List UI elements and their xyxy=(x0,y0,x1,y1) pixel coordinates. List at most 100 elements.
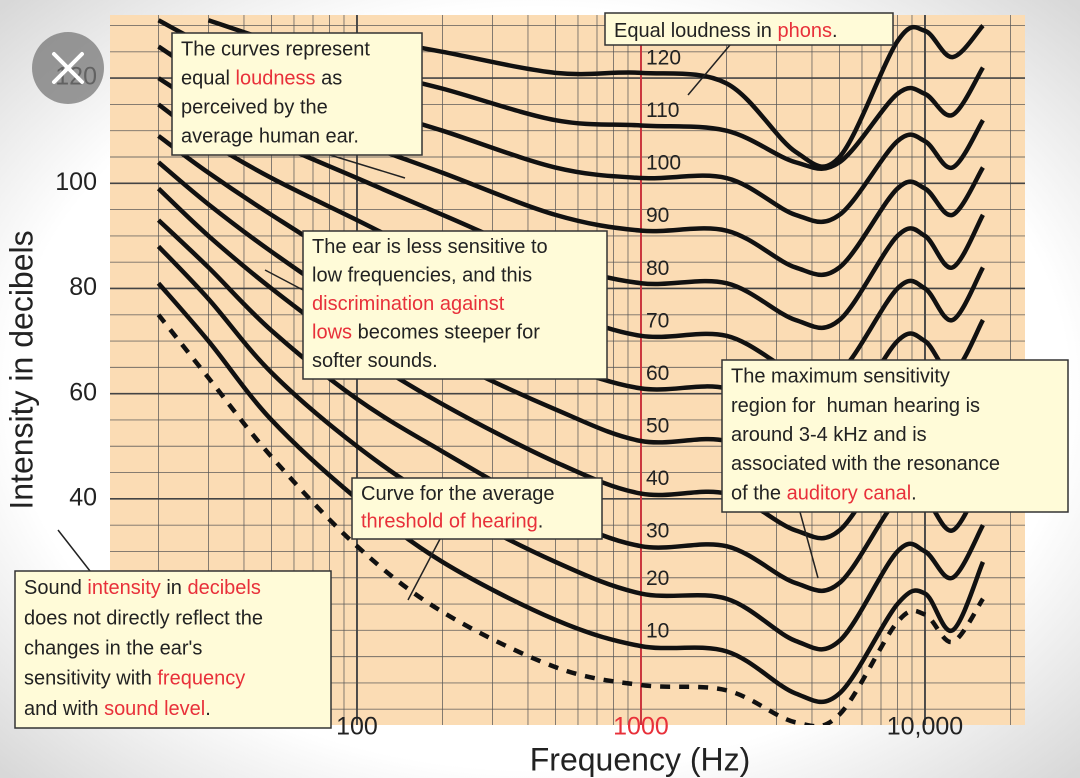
x-tick-label: 1000 xyxy=(613,713,669,741)
callout-text: The maximum sensitivity xyxy=(731,366,950,388)
callout-run: low frequencies, and this xyxy=(312,265,532,287)
callout-run: . xyxy=(205,698,211,720)
callout-run: sound level xyxy=(104,698,205,720)
loudness-curve xyxy=(356,23,985,169)
callout-run: lows xyxy=(312,322,352,344)
callout: Equal loudness in phons. xyxy=(604,12,894,96)
callout: Sound intensity in decibels does not dire… xyxy=(14,529,332,729)
callout-text: Sound intensity in decibels xyxy=(24,577,261,599)
x-tick-label: 100 xyxy=(336,713,378,741)
callout-run: perceived by the xyxy=(181,97,328,119)
y-tick-label: 40 xyxy=(69,483,97,511)
callout-box xyxy=(604,12,894,46)
callout-run: softer sounds. xyxy=(312,350,438,372)
callout-run: becomes steeper for xyxy=(352,322,540,344)
callout-text: Equal loudness in phons. xyxy=(614,20,838,42)
curve-label: 110 xyxy=(646,99,679,122)
callout-arrow xyxy=(407,538,441,601)
callout-run: . xyxy=(832,20,838,42)
callout-run: frequency xyxy=(157,668,245,690)
close-button[interactable] xyxy=(32,32,104,104)
callout-text: softer sounds. xyxy=(312,350,438,372)
callout-arrow xyxy=(687,44,731,96)
callout-text: sensitivity with frequency xyxy=(24,668,245,690)
callout-run: in xyxy=(161,577,188,599)
callout-box xyxy=(14,570,332,729)
callout-run: Equal loudness in xyxy=(614,20,777,42)
callout-box xyxy=(171,32,423,156)
callout-run: of the xyxy=(731,483,787,505)
annotations: The curves represent equal loudness as per… xyxy=(14,12,1069,729)
y-tick-label: 100 xyxy=(55,168,97,196)
callout-text: equal loudness as xyxy=(181,68,342,90)
callout-text: and with sound level. xyxy=(24,698,211,720)
callout-text: of the auditory canal. xyxy=(731,483,917,505)
callout-box xyxy=(351,477,603,540)
loudness-curve xyxy=(156,244,985,652)
x-axis-label: Frequency (Hz) xyxy=(530,741,751,777)
callout-run: phons xyxy=(777,20,832,42)
callout-run: as xyxy=(316,68,343,90)
callout-run: . xyxy=(538,511,544,533)
callout-run: threshold of hearing xyxy=(361,511,538,533)
callout-text: Curve for the average xyxy=(361,483,554,505)
curve-label: 30 xyxy=(646,520,669,543)
callout-text: around 3-4 kHz and is xyxy=(731,424,927,446)
curve-label: 40 xyxy=(646,467,669,490)
curve-label: 50 xyxy=(646,415,669,438)
curve-label: 20 xyxy=(646,567,669,590)
callout-arrow xyxy=(329,154,406,179)
callout-run: Curve for the average xyxy=(361,483,554,505)
curve-label: 90 xyxy=(646,204,669,227)
callout-text: The curves represent xyxy=(181,39,370,61)
callout-run: region for human hearing is xyxy=(731,395,980,417)
callout-run: The ear is less sensitive to xyxy=(312,236,548,258)
callout-box xyxy=(721,359,1069,513)
callout-run: decibels xyxy=(187,577,260,599)
curve-label: 60 xyxy=(646,362,669,385)
callout-run: equal xyxy=(181,68,236,90)
y-tick-label: 80 xyxy=(69,273,97,301)
callout-run: average human ear. xyxy=(181,126,359,148)
callout-run: auditory canal xyxy=(787,483,912,505)
callout-run: The curves represent xyxy=(181,39,370,61)
callout-text: does not directly reflect the xyxy=(24,608,263,630)
callout-text: region for human hearing is xyxy=(731,395,980,417)
callout-run: . xyxy=(911,483,917,505)
callout-text: associated with the resonance xyxy=(731,453,1000,475)
curve-label: 80 xyxy=(646,257,669,280)
callout-run: does not directly reflect the xyxy=(24,608,263,630)
callout-text: threshold of hearing. xyxy=(361,511,543,533)
callout-run: changes in the ear's xyxy=(24,638,202,660)
callout-arrow xyxy=(264,269,304,291)
callout-text: perceived by the xyxy=(181,97,328,119)
callout: The curves represent equal loudness as per… xyxy=(171,32,423,179)
callout: The ear is less sensitive to low frequenc… xyxy=(264,230,608,380)
callout-text: lows becomes steeper for xyxy=(312,322,540,344)
callout-arrow xyxy=(799,511,819,579)
callout-text: average human ear. xyxy=(181,126,359,148)
callout-run: intensity xyxy=(87,577,160,599)
curve-label: 120 xyxy=(646,46,681,69)
curve-label: 10 xyxy=(646,620,669,643)
loudness-curve xyxy=(157,102,985,383)
callout-run: loudness xyxy=(236,68,316,90)
callout-text: The ear is less sensitive to xyxy=(312,236,548,258)
loudness-curve xyxy=(156,281,986,705)
curve-label: 100 xyxy=(646,152,681,175)
callout: The maximum sensitivity region for human … xyxy=(721,359,1069,579)
x-tick-label: 10,000 xyxy=(887,713,963,741)
callout-run: around 3-4 kHz and is xyxy=(731,424,927,446)
callout-arrow xyxy=(57,529,91,572)
callout-run: associated with the resonance xyxy=(731,453,1000,475)
close-icon[interactable] xyxy=(52,52,84,84)
callout-text: low frequencies, and this xyxy=(312,265,532,287)
callout-run: discrimination against xyxy=(312,293,505,315)
loudness-curve xyxy=(157,134,985,436)
y-tick-label: 60 xyxy=(69,378,97,406)
callout-box xyxy=(302,230,608,380)
callout-run: The maximum sensitivity xyxy=(731,366,950,388)
callout-run: and with xyxy=(24,698,104,720)
callout-run: sensitivity with xyxy=(24,668,157,690)
